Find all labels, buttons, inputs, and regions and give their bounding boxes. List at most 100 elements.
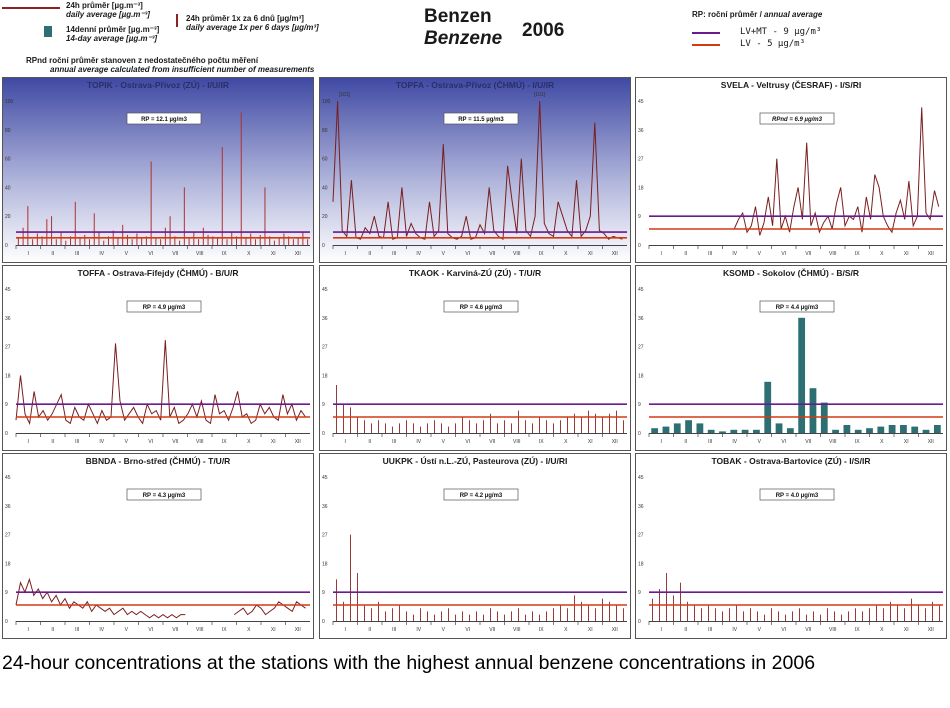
y-tick-label: 36: [322, 316, 328, 322]
station-title: TOFFA - Ostrava-Fifejdy (ČHMÚ) - B/U/R: [77, 267, 238, 278]
month-label: V: [442, 439, 446, 445]
y-tick-label: 0: [5, 431, 8, 437]
month-label: XII: [612, 627, 618, 633]
biweekly-bar-swatch: [44, 26, 52, 37]
station-title: TKAOK - Karviná-ZÚ (ZÚ) - T/U/R: [409, 267, 541, 278]
month-label: V: [125, 251, 129, 257]
month-label: VI: [148, 627, 153, 633]
y-tick-label: 9: [5, 402, 8, 408]
y-tick-label: 45: [638, 99, 644, 105]
month-label: II: [368, 439, 371, 445]
month-label: III: [392, 627, 396, 633]
y-tick-label: 0: [322, 243, 325, 249]
chart-title: Benzen Benzene: [424, 6, 502, 50]
station-chart: TOFFA - Ostrava-Fifejdy (ČHMÚ) - B/U/R 45…: [2, 265, 314, 451]
month-label: XII: [295, 627, 301, 633]
rp-box: [126, 488, 202, 501]
y-tick-label: 9: [638, 214, 641, 220]
y-tick-label: 9: [5, 590, 8, 596]
month-label: III: [75, 251, 79, 257]
data-bar: [877, 426, 885, 433]
month-label: XII: [612, 439, 618, 445]
month-label: VI: [465, 251, 470, 257]
figure-caption: 24-hour concentrations at the stations w…: [2, 652, 816, 674]
month-label: IV: [99, 251, 104, 257]
panel-background: [319, 77, 631, 263]
panel-background: [635, 453, 947, 639]
data-bar: [707, 429, 715, 433]
station-title: TOPIK - Ostrava-Přívoz (ZÚ) - I/U/IR: [87, 79, 229, 90]
data-bar: [786, 428, 794, 433]
month-label: XII: [612, 251, 618, 257]
y-tick-label: 45: [322, 475, 328, 481]
month-label: IV: [732, 439, 737, 445]
month-label: VIII: [196, 251, 204, 257]
month-label: VI: [148, 439, 153, 445]
month-label: I: [28, 627, 29, 633]
data-bar: [730, 429, 738, 433]
month-label: XI: [904, 439, 909, 445]
month-label: III: [75, 627, 79, 633]
rp-value: RP = 4.6 µg/m3: [460, 305, 503, 311]
month-label: VI: [465, 627, 470, 633]
month-label: III: [708, 627, 712, 633]
month-label: XI: [271, 627, 276, 633]
panel-background: [319, 265, 631, 451]
month-label: VIII: [829, 439, 837, 445]
month-label: I: [345, 439, 346, 445]
station-title: UUKPK - Ústí n.L.-ZÚ, Pasteurova (ZÚ) - …: [383, 455, 568, 466]
month-label: I: [28, 439, 29, 445]
month-label: VII: [172, 251, 178, 257]
y-tick-label: 36: [5, 504, 11, 510]
month-label: IX: [539, 627, 544, 633]
month-label: II: [51, 627, 54, 633]
y-tick-label: 18: [5, 373, 11, 379]
station-chart: TOPIK - Ostrava-Přívoz (ZÚ) - I/U/IR 100 8…: [2, 77, 314, 263]
y-tick-label: 45: [5, 287, 11, 293]
month-label: XII: [928, 627, 934, 633]
month-label: V: [758, 251, 762, 257]
y-tick-label: 27: [322, 345, 328, 351]
station-title: SVELA - Veltrusy (ČESRAF) - I/S/RI: [721, 79, 861, 90]
month-label: III: [708, 439, 712, 445]
rp-value: RP = 4.3 µg/m3: [143, 493, 186, 499]
month-label: III: [75, 439, 79, 445]
month-label: VII: [489, 439, 495, 445]
data-bar: [888, 425, 896, 433]
data-bar: [933, 425, 941, 433]
month-label: VI: [781, 251, 786, 257]
y-tick-label: 0: [322, 431, 325, 437]
month-label: VIII: [829, 251, 837, 257]
rp-value: RP = 11.5 µg/m3: [458, 117, 504, 123]
y-tick-label: 60: [5, 157, 11, 163]
data-bar: [832, 429, 839, 433]
legend-biweekly-cz: 14denní průměr [µg.m⁻³]: [66, 25, 160, 34]
month-label: IV: [416, 251, 421, 257]
rp-value: RP = 4.4 µg/m3: [776, 305, 819, 311]
panel-background: [319, 453, 631, 639]
month-label: XII: [295, 251, 301, 257]
lvmt-line-swatch: [692, 32, 720, 34]
month-label: I: [661, 439, 662, 445]
month-label: VIII: [829, 627, 837, 633]
y-tick-label: 45: [322, 287, 328, 293]
data-bar: [922, 429, 930, 433]
y-tick-label: 0: [322, 619, 325, 625]
month-label: I: [345, 627, 346, 633]
y-tick-label: 36: [638, 504, 644, 510]
rp-heading: RP: roční průměr / annual average: [692, 10, 822, 19]
legend-rpnd-cz: RPnd roční průměr stanoven z nedostatečn…: [26, 56, 259, 65]
y-tick-label: 9: [638, 590, 641, 596]
month-label: II: [684, 439, 687, 445]
data-bar: [685, 420, 692, 433]
panel-background: [635, 77, 947, 263]
rp-box: [443, 300, 519, 313]
month-label: X: [880, 251, 884, 257]
month-label: XII: [928, 251, 934, 257]
month-label: VIII: [196, 627, 204, 633]
station-title: BBNDA - Brno-střed (ČHMÚ) - T/U/R: [86, 455, 231, 466]
y-tick-label: 60: [322, 157, 328, 163]
y-tick-label: 27: [5, 533, 11, 539]
month-label: II: [684, 627, 687, 633]
data-bar: [911, 426, 919, 433]
